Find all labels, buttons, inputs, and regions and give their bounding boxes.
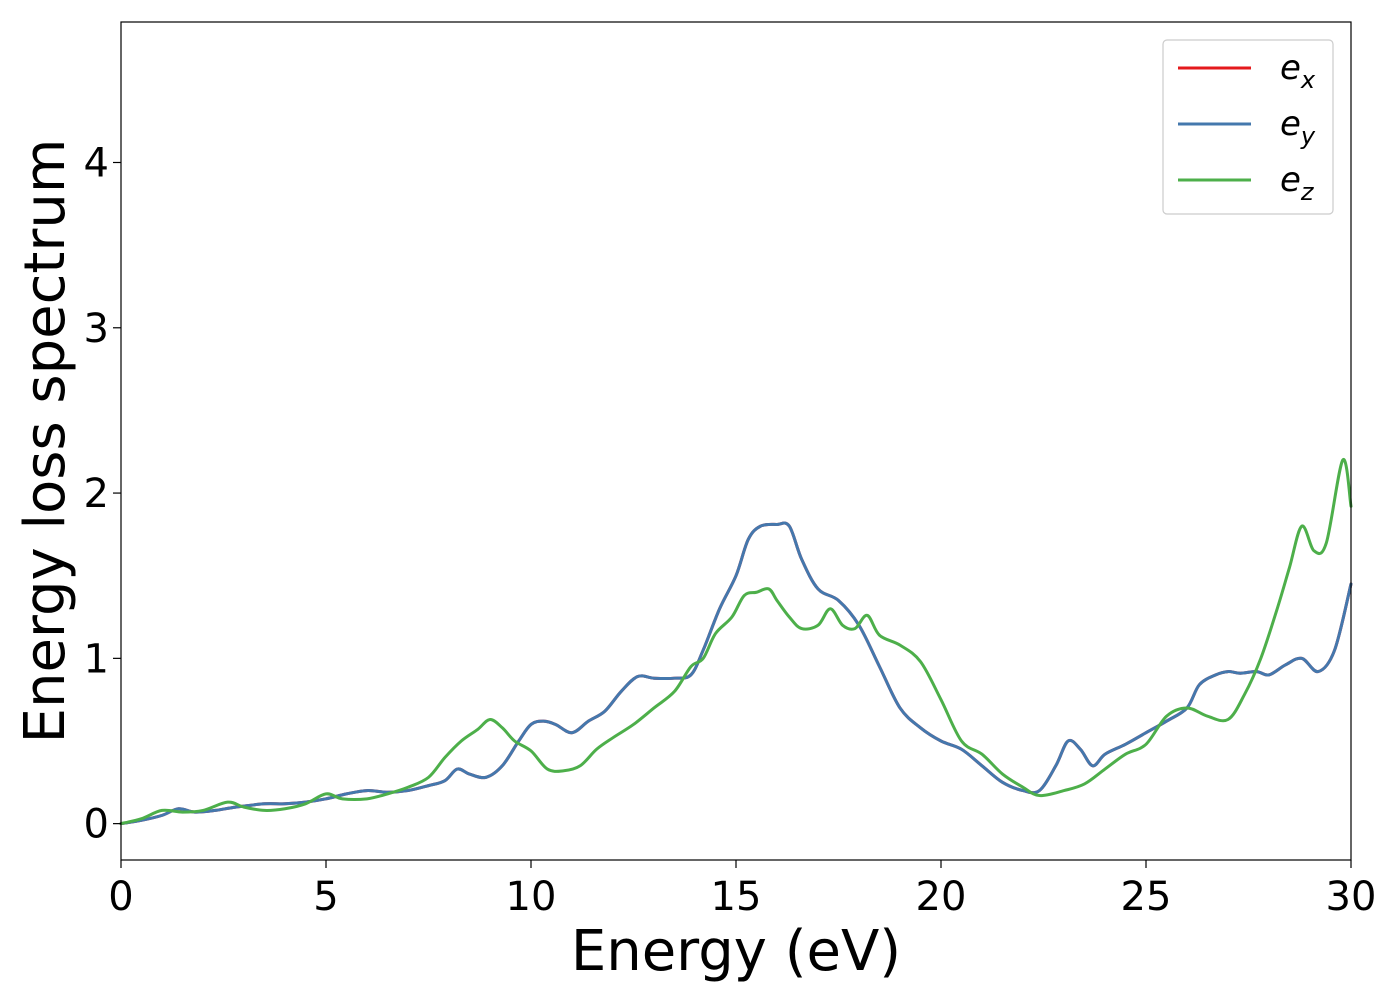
x-tick-label: 10 xyxy=(506,874,557,920)
legend-box xyxy=(1162,39,1334,215)
series-line-z xyxy=(119,458,1353,826)
x-tick-label: 30 xyxy=(1326,874,1377,920)
y-tick-label: 4 xyxy=(84,140,109,186)
series-layer xyxy=(119,458,1353,826)
x-tick-label: 0 xyxy=(108,874,133,920)
y-axis: 0 1 2 3 4 xyxy=(84,140,121,848)
x-tick-label: 25 xyxy=(1121,874,1172,920)
x-tick-label: 20 xyxy=(916,874,967,920)
legend-items: ex ey ez xyxy=(1178,48,1316,206)
y-tick-label: 2 xyxy=(84,471,109,517)
x-tick-label: 15 xyxy=(711,874,762,920)
y-tick-label: 1 xyxy=(84,636,109,682)
legend-label-y: ey xyxy=(1280,104,1316,150)
x-axis: 0 5 10 15 20 25 30 xyxy=(108,860,1376,920)
y-tick-label: 0 xyxy=(84,802,109,848)
legend-label-x: ex xyxy=(1280,48,1316,94)
y-axis-title: Energy loss spectrum xyxy=(13,139,78,744)
legend-label-z: ez xyxy=(1280,160,1315,206)
y-tick-label: 3 xyxy=(84,306,109,352)
series-line-y xyxy=(119,521,1353,826)
x-tick-label: 5 xyxy=(313,874,338,920)
x-axis-title: Energy (eV) xyxy=(571,919,901,984)
series-line-x xyxy=(119,521,1353,826)
legend: ex ey ez xyxy=(1162,39,1334,215)
